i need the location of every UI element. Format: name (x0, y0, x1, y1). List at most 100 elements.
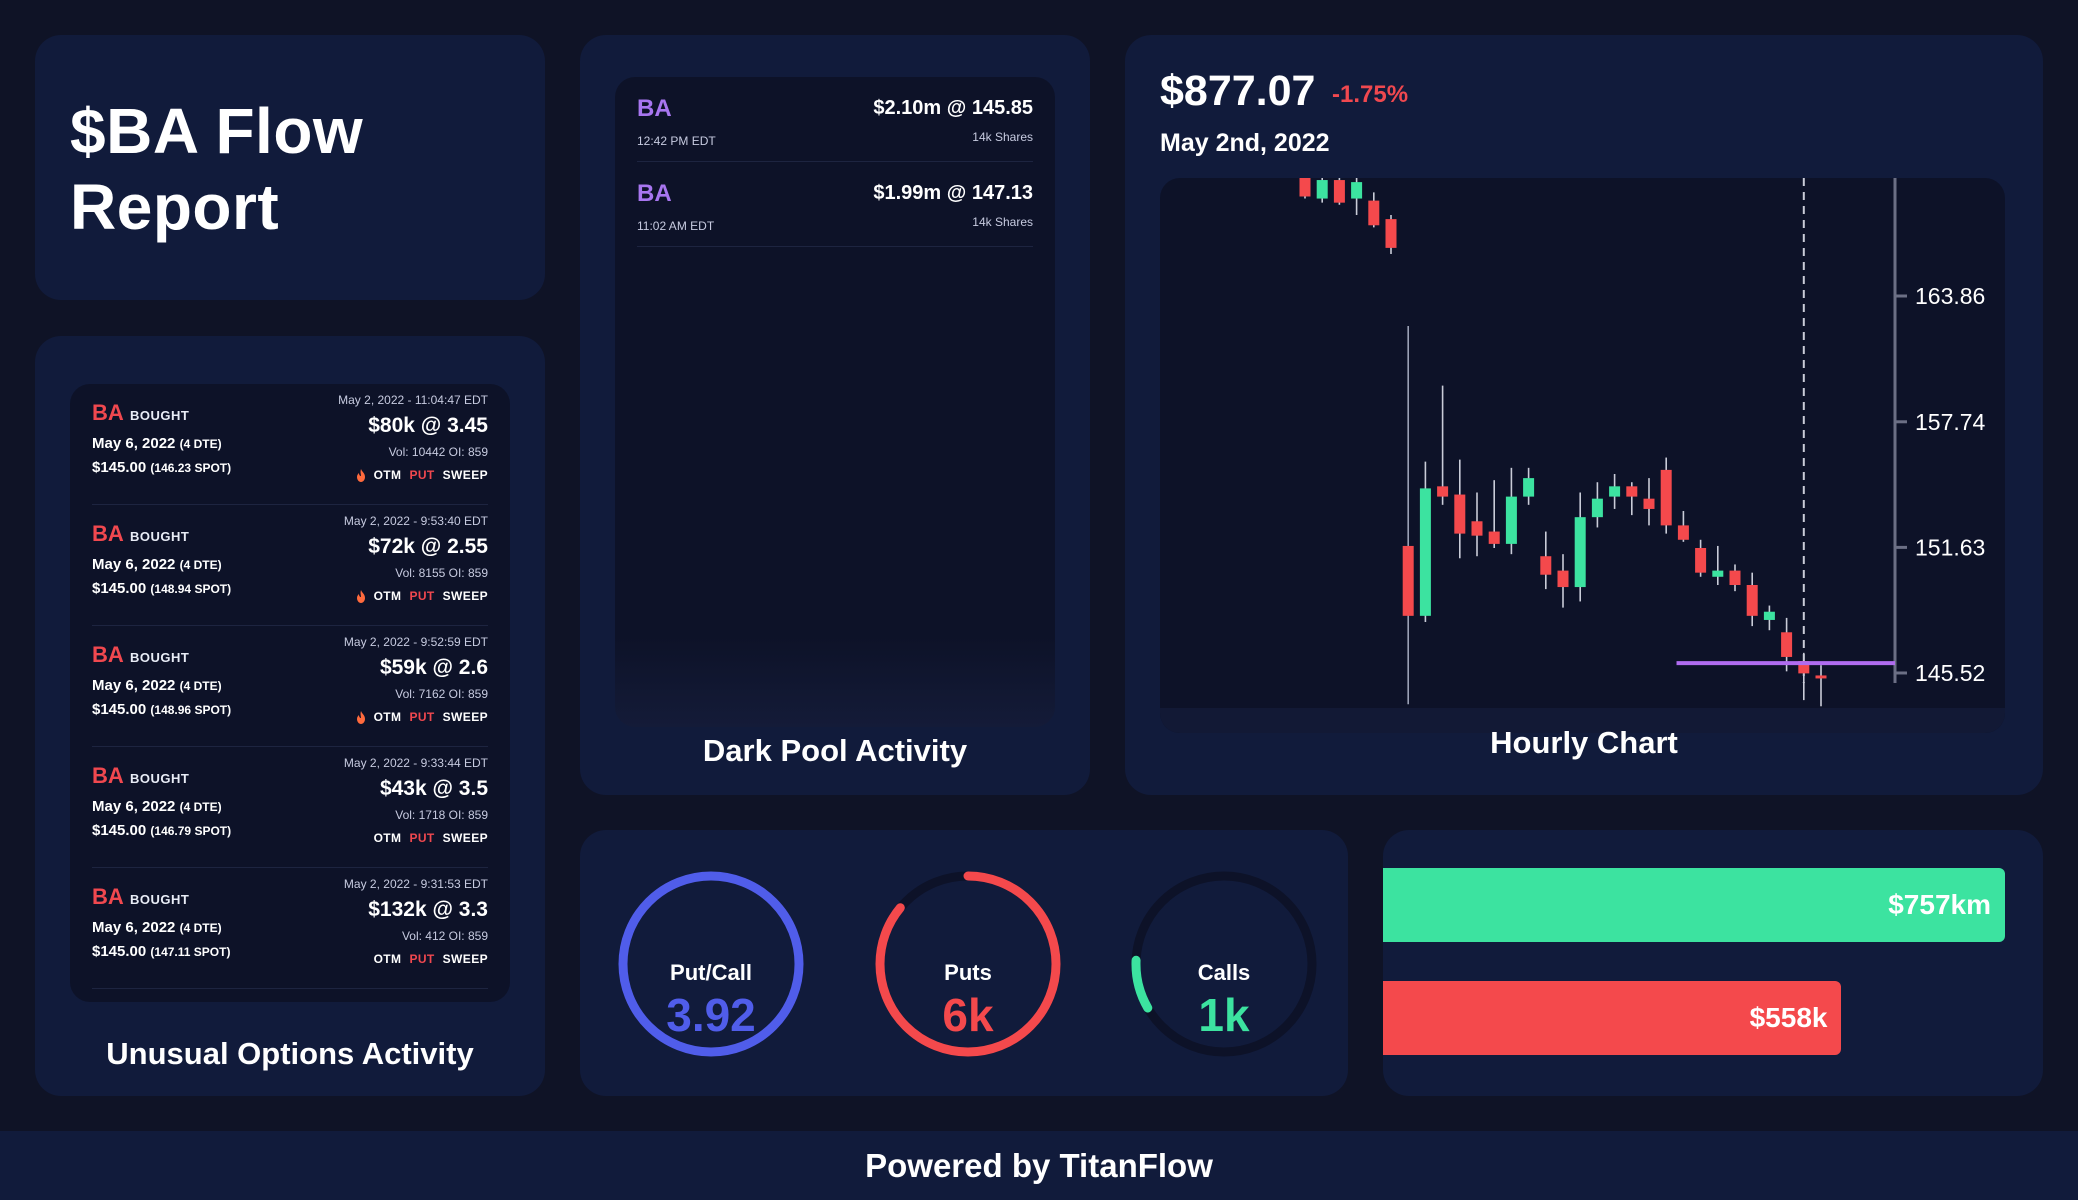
option-moneyness: OTM (373, 710, 402, 724)
candle-body (1763, 611, 1775, 620)
option-strike-line: $145.00 (147.11 SPOT) (92, 943, 230, 960)
y-tick-label: 145.52 (1915, 660, 1985, 686)
option-timestamp: May 2, 2022 - 9:53:40 EDT (343, 514, 488, 528)
option-ticker: BA (92, 400, 124, 425)
candle-body (1540, 556, 1552, 575)
fire-icon (356, 710, 365, 724)
option-strike: $145.00 (92, 943, 147, 960)
hourly-chart[interactable]: 163.86 157.74 151.63 145.52 (1160, 178, 2005, 733)
darkpool-row[interactable]: BA 12:42 PM EDT $2.10m @ 145.85 14k Shares (637, 77, 1033, 162)
darkpool-time: 11:02 AM EDT (637, 219, 715, 233)
option-strike: $145.00 (92, 701, 147, 718)
option-flow-row[interactable]: BA BOUGHT May 6, 2022 (4 DTE) $145.00 (147.… (92, 868, 488, 989)
option-expiry: May 6, 2022 (92, 677, 176, 694)
candle-body (1437, 486, 1449, 497)
option-tags: OTM PUT SWEEP (374, 831, 488, 845)
candle (1557, 554, 1569, 608)
option-tags: OTM PUT SWEEP (356, 710, 488, 724)
darkpool-card: BA 12:42 PM EDT $2.10m @ 145.85 14k Shares B… (580, 35, 1090, 795)
candle (1419, 461, 1431, 622)
ring-title: Put/Call (670, 960, 752, 985)
candle-body (1591, 498, 1603, 518)
ratio-ring: Calls 1k (1128, 868, 1320, 1060)
candle (1351, 178, 1363, 215)
option-moneyness: OTM (373, 952, 402, 966)
ring-value: 6k (942, 989, 994, 1041)
chart-section-label: Hourly Chart (1490, 725, 1678, 760)
option-tags: OTM PUT SWEEP (356, 589, 488, 603)
option-side: BOUGHT (130, 408, 190, 423)
ring-title: Puts (944, 960, 992, 985)
options-list[interactable]: BA BOUGHT May 6, 2022 (4 DTE) $145.00 (146.… (70, 384, 510, 1002)
candle-body (1488, 531, 1500, 544)
option-kind: SWEEP (442, 468, 488, 482)
option-flow-row[interactable]: BA BOUGHT May 6, 2022 (4 DTE) $145.00 (146.… (92, 747, 488, 868)
options-section-label: Unusual Options Activity (106, 1036, 474, 1071)
option-side: BOUGHT (130, 650, 190, 665)
darkpool-row[interactable]: BA 11:02 AM EDT $1.99m @ 147.13 14k Shares (637, 162, 1033, 247)
option-premium: $59k @ 2.6 (379, 656, 488, 679)
candle-body (1523, 478, 1535, 497)
ring-gauge (1131, 871, 1317, 1057)
option-spot: (148.96 SPOT) (150, 703, 232, 717)
option-timestamp: May 2, 2022 - 11:04:47 EDT (338, 393, 488, 407)
candle (1746, 572, 1758, 627)
candle (1437, 385, 1449, 505)
option-tags: OTM PUT SWEEP (356, 468, 488, 482)
candle (1316, 178, 1328, 203)
option-flow-row[interactable]: BA BOUGHT May 6, 2022 (4 DTE) $145.00 (148.… (92, 505, 488, 626)
chart-card: $877.07 -1.75% May 2nd, 2022 163.86 157.7… (1125, 35, 2043, 795)
price-change: -1.75% (1332, 81, 1409, 108)
ring-value: 1k (1198, 989, 1250, 1041)
option-kind: SWEEP (442, 710, 488, 724)
option-ticker: BA (92, 521, 124, 546)
option-moneyness: OTM (373, 468, 402, 482)
premium-bars-card: $757km $558k (1383, 830, 2043, 1096)
ring-value: 3.92 (666, 989, 756, 1041)
option-dte: (4 DTE) (179, 921, 222, 935)
candle-body (1471, 521, 1483, 536)
y-tick-label: 163.86 (1915, 283, 1985, 309)
darkpool-list[interactable]: BA 12:42 PM EDT $2.10m @ 145.85 14k Shares B… (615, 77, 1055, 727)
option-flow-row[interactable]: BA BOUGHT May 6, 2022 (4 DTE) $145.00 (146.… (92, 384, 488, 505)
report-title: $BA Flow Report (70, 95, 364, 243)
candle (1574, 492, 1586, 602)
candle-body (1798, 661, 1810, 674)
option-volume-oi: Vol: 7162 OI: 859 (395, 687, 488, 701)
option-dte: (4 DTE) (179, 558, 222, 572)
option-ticker: BA (92, 884, 124, 909)
candle (1591, 482, 1603, 528)
option-type: PUT (409, 710, 435, 724)
candle (1454, 459, 1466, 559)
footer: Powered by TitanFlow (0, 1131, 2078, 1200)
fire-icon (356, 468, 365, 482)
y-tick-label: 151.63 (1915, 534, 1985, 560)
candle-body (1557, 570, 1569, 588)
option-strike-line: $145.00 (148.94 SPOT) (92, 580, 231, 597)
candle-body (1643, 498, 1655, 509)
candle-body (1333, 180, 1345, 203)
option-expiry: May 6, 2022 (92, 435, 176, 452)
candle (1695, 539, 1707, 577)
darkpool-section-label: Dark Pool Activity (702, 733, 968, 768)
candle (1609, 474, 1621, 509)
candle-body (1574, 517, 1586, 588)
option-side: BOUGHT (130, 771, 190, 786)
ring-arc (875, 871, 1061, 1057)
darkpool-ticker: BA (637, 95, 672, 122)
option-expiry-line: May 6, 2022 (4 DTE) (92, 677, 222, 694)
candle (1523, 467, 1535, 505)
candle (1798, 652, 1810, 701)
option-spot: (146.79 SPOT) (150, 824, 232, 838)
ratio-ring: Puts 6k (872, 868, 1064, 1060)
candle-body (1299, 178, 1311, 197)
option-volume-oi: Vol: 10442 OI: 859 (388, 445, 488, 459)
ring-arc (1131, 871, 1317, 1057)
option-flow-row[interactable]: BA BOUGHT May 6, 2022 (4 DTE) $145.00 (148.… (92, 626, 488, 747)
option-spot: (146.23 SPOT) (150, 461, 232, 475)
option-dte: (4 DTE) (179, 800, 222, 814)
ring-arc (618, 871, 804, 1057)
candle-body (1729, 570, 1741, 585)
option-moneyness: OTM (373, 589, 402, 603)
darkpool-value: $2.10m @ 145.85 (873, 97, 1033, 119)
